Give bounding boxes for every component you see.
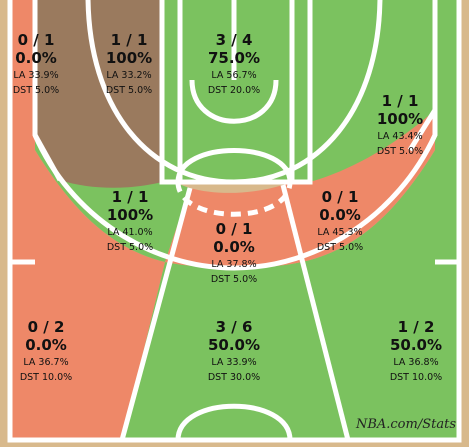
pct-text: 0.0% [25,336,67,354]
pct-text: 100% [106,49,152,67]
la-text: LA 33.2% [106,70,151,81]
zone-right-wing-three[interactable] [302,135,459,440]
zone-label-left-baseline-mid: 1 / 1 100% LA 33.2% DST 5.0% [106,31,152,96]
fg-text: 3 / 6 [216,318,253,336]
pct-text: 100% [377,110,423,128]
pct-text: 0.0% [213,238,255,256]
dst-text: DST 5.0% [211,274,257,285]
fg-text: 1 / 1 [382,92,419,110]
zone-left-wing-three[interactable] [10,135,165,440]
fg-text: 3 / 4 [216,31,253,49]
la-text: LA 33.9% [13,70,58,81]
zone-label-right-wing-mid: 0 / 1 0.0% LA 45.3% DST 5.0% [317,188,363,253]
dst-text: DST 5.0% [317,242,363,253]
dst-text: DST 30.0% [208,372,260,383]
zone-label-left-wing-three: 0 / 2 0.0% LA 36.7% DST 10.0% [20,318,72,383]
pct-text: 75.0% [208,49,260,67]
pct-text: 0.0% [319,206,361,224]
la-text: LA 41.0% [107,227,152,238]
zone-left-corner-mid[interactable] [10,0,35,135]
fg-text: 0 / 1 [322,188,359,206]
la-text: LA 36.7% [23,357,68,368]
la-text: LA 43.4% [377,131,422,142]
fg-text: 1 / 2 [398,318,435,336]
zone-label-center-mid: 0 / 1 0.0% LA 37.8% DST 5.0% [211,220,257,285]
pct-text: 50.0% [208,336,260,354]
fg-text: 0 / 1 [18,31,55,49]
la-text: LA 56.7% [211,70,256,81]
dst-text: DST 10.0% [20,372,72,383]
la-text: LA 45.3% [317,227,362,238]
nba-stats-watermark: NBA.com/Stats [355,417,456,432]
la-text: LA 33.9% [211,357,256,368]
dst-text: DST 5.0% [107,242,153,253]
zone-right-baseline-mid[interactable] [310,0,435,182]
dst-text: DST 5.0% [377,146,423,157]
zone-label-paint: 3 / 4 75.0% LA 56.7% DST 20.0% [208,31,260,96]
zone-center-three[interactable] [122,262,348,440]
la-text: LA 37.8% [211,259,256,270]
dst-text: DST 20.0% [208,85,260,96]
fg-text: 0 / 1 [216,220,253,238]
fg-text: 0 / 2 [28,318,65,336]
zone-label-right-baseline-mid: 1 / 1 100% LA 43.4% DST 5.0% [377,92,423,157]
fg-text: 1 / 1 [111,31,148,49]
pct-text: 0.0% [15,49,57,67]
zone-left-baseline-mid[interactable] [35,0,162,188]
zone-right-corner-three[interactable] [435,0,459,135]
zone-label-left-wing-mid: 1 / 1 100% LA 41.0% DST 5.0% [107,188,153,253]
zone-label-right-wing-three: 1 / 2 50.0% LA 36.8% DST 10.0% [390,318,442,383]
zone-paint[interactable] [162,0,310,182]
zone-label-center-three: 3 / 6 50.0% LA 33.9% DST 30.0% [208,318,260,383]
dst-text: DST 5.0% [13,85,59,96]
pct-text: 50.0% [390,336,442,354]
zone-label-left-corner-mid: 0 / 1 0.0% LA 33.9% DST 5.0% [13,31,59,96]
court-lines [7,0,462,443]
fg-text: 1 / 1 [112,188,149,206]
dst-text: DST 5.0% [106,85,152,96]
la-text: LA 36.8% [393,357,438,368]
dst-text: DST 10.0% [390,372,442,383]
pct-text: 100% [107,206,153,224]
